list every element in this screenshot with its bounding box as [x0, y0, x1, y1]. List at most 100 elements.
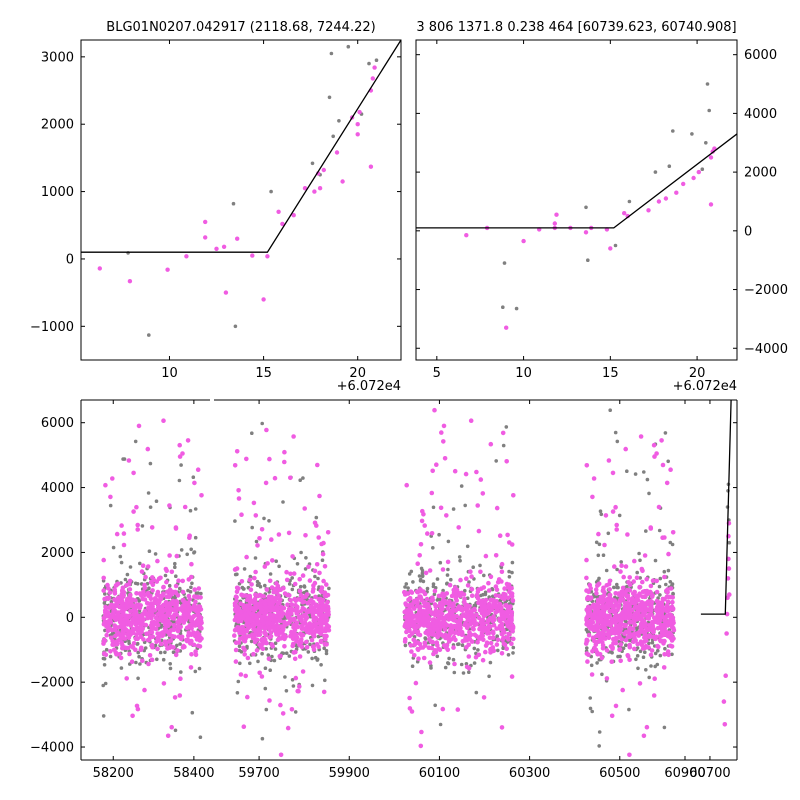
gray-point: [284, 689, 289, 693]
gray-point: [101, 683, 105, 688]
pink-point: [267, 626, 272, 631]
pink-point: [355, 132, 360, 137]
gray-point: [597, 744, 601, 748]
gray-point: [670, 542, 675, 547]
gray-point: [658, 576, 663, 581]
gray-point: [662, 569, 667, 574]
pink-point: [668, 613, 673, 619]
pink-point: [266, 656, 272, 662]
pink-point: [455, 707, 461, 712]
pink-point: [488, 574, 494, 580]
pink-point: [149, 642, 155, 648]
pink-point: [480, 657, 486, 663]
pink-point: [163, 566, 169, 572]
pink-point: [437, 647, 443, 653]
pink-point: [283, 780, 288, 785]
gray-point: [260, 736, 265, 741]
pink-point: [372, 65, 377, 70]
pink-point: [101, 575, 106, 581]
gray-point: [647, 675, 651, 680]
pink-point: [618, 598, 623, 604]
pink-point: [314, 523, 319, 528]
pink-point: [648, 583, 654, 589]
gray-point: [233, 519, 237, 523]
pink-point: [721, 699, 727, 704]
pink-point: [478, 569, 483, 575]
gray-point: [636, 666, 640, 671]
gray-point: [489, 373, 493, 377]
pink-point: [417, 632, 423, 638]
pink-point: [434, 623, 439, 628]
gray-point: [248, 661, 252, 666]
gray-point: [119, 560, 124, 565]
plot-area: [416, 82, 737, 330]
pink-point: [418, 542, 424, 547]
pink-point: [618, 569, 623, 574]
gray-point: [250, 525, 254, 530]
pink-point: [304, 645, 310, 650]
pink-point: [155, 646, 160, 652]
pink-point: [259, 527, 265, 532]
pink-point: [273, 607, 279, 612]
model-line: [416, 133, 737, 229]
pink-point: [317, 186, 323, 191]
pink-point: [176, 578, 181, 583]
pink-point: [608, 623, 613, 628]
pink-point: [432, 602, 438, 607]
pink-point: [103, 652, 109, 657]
pink-point: [297, 654, 303, 659]
pink-point: [156, 631, 162, 637]
pink-point: [116, 637, 122, 642]
pink-point: [142, 585, 148, 591]
pink-point: [665, 599, 671, 604]
pink-point: [620, 585, 626, 591]
pink-point: [659, 609, 665, 615]
gray-point: [653, 170, 658, 174]
pink-point: [288, 598, 293, 603]
pink-point: [490, 645, 496, 650]
pink-point: [250, 623, 255, 629]
gray-point: [510, 570, 514, 575]
gray-point: [613, 430, 618, 435]
pink-point: [270, 644, 276, 649]
gray-point: [599, 512, 604, 517]
pink-point: [269, 585, 275, 590]
pink-point: [317, 570, 322, 576]
pink-point: [591, 624, 596, 630]
pink-point: [665, 589, 670, 595]
gray-point: [291, 684, 296, 688]
pink-point: [195, 467, 201, 473]
pink-point: [272, 628, 277, 633]
pink-point: [127, 587, 133, 592]
pink-point: [409, 649, 414, 654]
pink-point: [454, 598, 460, 603]
pink-point: [147, 607, 152, 613]
pink-point: [138, 647, 144, 653]
pink-point: [161, 681, 167, 686]
gray-point: [476, 648, 480, 652]
pink-point: [409, 590, 415, 595]
pink-point: [243, 593, 249, 598]
gray-point: [644, 529, 648, 533]
pink-point: [131, 509, 136, 514]
pink-point: [664, 630, 669, 636]
pink-point: [323, 637, 328, 642]
pink-point: [642, 553, 648, 558]
y-tick-label: 4000: [41, 481, 74, 496]
pink-point: [416, 617, 421, 623]
pink-point: [101, 621, 107, 627]
gray-point: [155, 657, 159, 662]
gray-point: [108, 654, 113, 659]
pink-point: [169, 569, 175, 575]
pink-point: [178, 676, 183, 681]
pink-point: [504, 325, 509, 330]
pink-point: [464, 645, 469, 650]
pink-point: [150, 575, 155, 580]
pink-point: [261, 594, 267, 599]
gray-point: [189, 585, 193, 590]
gray-point: [298, 478, 303, 483]
gray-point: [304, 556, 308, 560]
pink-point: [670, 599, 675, 605]
pink-point: [646, 623, 652, 628]
pink-point: [474, 469, 479, 475]
